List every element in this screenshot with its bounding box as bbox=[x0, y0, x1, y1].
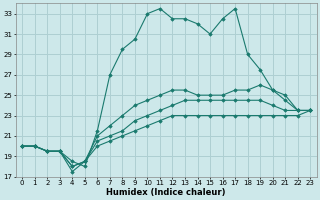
X-axis label: Humidex (Indice chaleur): Humidex (Indice chaleur) bbox=[107, 188, 226, 197]
